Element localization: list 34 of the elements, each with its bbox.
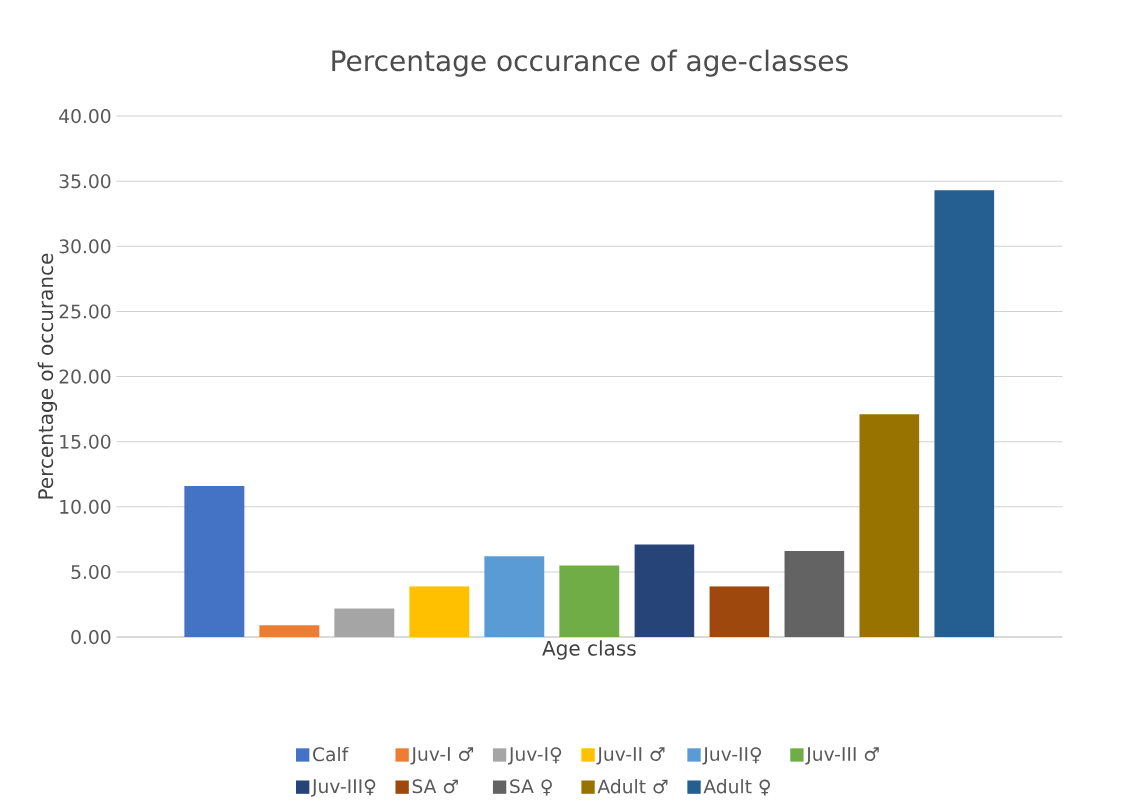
bar [259, 625, 320, 638]
legend-label: Juv-III♀ [311, 779, 376, 797]
y-tick-label: 5.00 [71, 564, 111, 580]
legend-label: Adult ♂ [597, 779, 668, 794]
bar [334, 608, 395, 638]
y-tick-label: 0.00 [71, 630, 111, 645]
y-tick-label: 15.00 [60, 434, 111, 449]
bar [859, 414, 920, 638]
legend-label: Juv-II♀ [702, 747, 762, 765]
bar [409, 586, 470, 638]
bar [559, 565, 620, 638]
y-tick-label: 10.00 [60, 499, 111, 514]
y-tick-label: 30.00 [59, 239, 111, 254]
bar [784, 551, 845, 638]
legend-label: Juv-I♀ [507, 747, 562, 765]
y-tick-label: 25.00 [59, 304, 111, 319]
x-axis-title: Age class [542, 640, 636, 660]
legend-label: Adult ♀ [703, 779, 770, 796]
bar [934, 190, 995, 638]
y-axis-title: Percentage of occurance [37, 253, 58, 499]
bar [709, 586, 770, 638]
bar [634, 544, 695, 638]
chart-title: Percentage occurance of age-classes [332, 49, 848, 77]
y-tick-label: 20.00 [59, 369, 111, 384]
legend-label: Juv-I ♂ [410, 747, 474, 765]
legend-label: SA ♂ [412, 779, 458, 794]
y-tick-label: 35.00 [59, 174, 111, 189]
bar [484, 556, 545, 638]
legend-label: SA ♀ [510, 779, 552, 796]
legend-label: Juv-II ♂ [596, 747, 665, 765]
legend-label: Juv-III ♂ [805, 747, 879, 765]
y-tick-label: 40.00 [59, 109, 111, 124]
legend-label: Calf [313, 746, 349, 762]
bar [184, 485, 245, 638]
